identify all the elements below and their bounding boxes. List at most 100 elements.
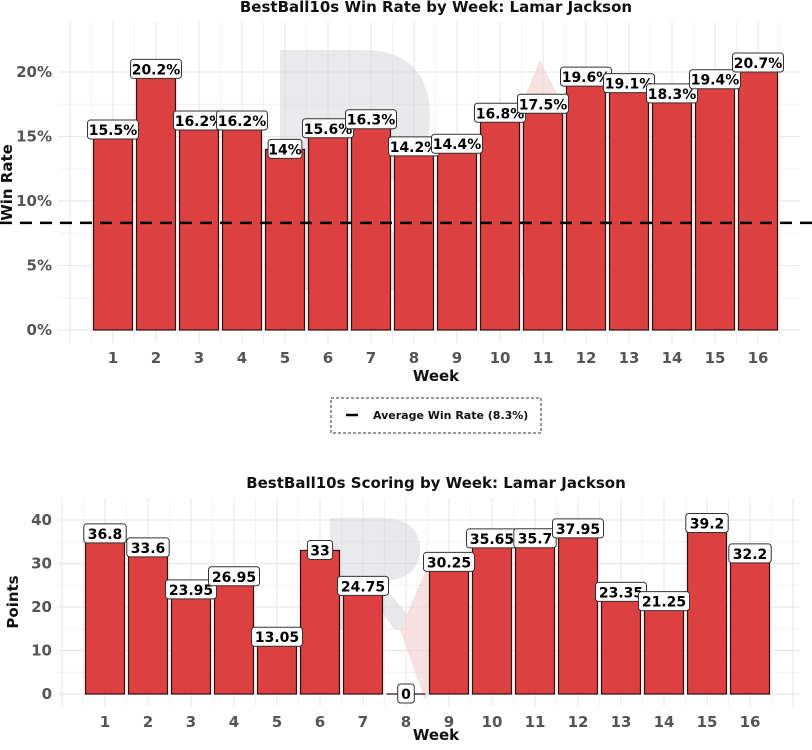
y-axis-title: Win Rate — [0, 144, 16, 221]
data-label-box — [397, 683, 415, 704]
x-tick-label: 9 — [452, 349, 462, 367]
y-tick-label: 20% — [16, 63, 52, 81]
data-label-text: 0 — [401, 687, 411, 703]
x-tick-label: 13 — [611, 713, 632, 731]
x-axis-title: Week — [413, 367, 460, 385]
data-label-week-15: 19.4% — [689, 69, 741, 90]
data-label-text: 32.2 — [733, 547, 768, 563]
x-tick-label: 12 — [568, 713, 589, 731]
data-label-box — [130, 58, 182, 79]
legend: Average Win Rate (8.3%) — [330, 397, 542, 434]
data-label-box — [83, 523, 127, 544]
y-axis-ticks: 0% 5% 10% 15% 20% — [16, 63, 52, 339]
data-label-week-4: 16.2% — [216, 110, 268, 131]
data-label-text: 21.25 — [642, 595, 686, 611]
x-tick-label: 6 — [323, 349, 333, 367]
legend-box — [330, 397, 542, 434]
bar-week-12 — [557, 528, 599, 695]
bar-week-16 — [737, 62, 779, 331]
x-tick-label: 7 — [366, 349, 376, 367]
data-label-box — [337, 575, 389, 596]
bar-week-2 — [127, 547, 169, 695]
data-label-text: 14.2% — [390, 140, 439, 156]
data-label-box — [431, 133, 483, 154]
bar-week-9 — [436, 143, 478, 331]
y-tick-label: 0 — [42, 685, 52, 703]
data-label-week-5: 14% — [267, 138, 303, 159]
data-label-week-7: 24.75 — [337, 575, 389, 596]
x-tick-label: 3 — [186, 713, 196, 731]
bar-week-8 — [393, 146, 435, 331]
y-tick-label: 40 — [31, 511, 52, 529]
data-label-box — [216, 110, 268, 131]
x-tick-label: 12 — [576, 349, 597, 367]
data-label-week-16: 32.2 — [728, 543, 772, 564]
bar-week-13 — [608, 83, 650, 331]
y-tick-label: 10 — [31, 642, 52, 660]
data-label-text: 19.1% — [605, 77, 654, 93]
y-axis-ticks: 0 10 20 30 40 — [31, 511, 52, 703]
bar-week-10 — [471, 538, 513, 695]
data-label-box — [603, 73, 655, 94]
x-tick-label: 4 — [229, 713, 239, 731]
chart-1: 15.5%20.2%16.2%16.2%14%15.6%16.3%14.2%14… — [0, 0, 812, 434]
bar-week-3 — [170, 589, 212, 695]
data-label-week-15: 39.2 — [685, 512, 729, 533]
data-label-box — [689, 69, 741, 90]
bar-week-10 — [479, 112, 521, 331]
data-label-box — [732, 52, 784, 73]
x-axis-ticks: 1 2 3 4 5 6 7 8 9 10 11 12 13 14 15 16 — [108, 349, 769, 367]
data-label-week-14: 18.3% — [646, 83, 698, 104]
data-label-text: 20.7% — [734, 56, 783, 72]
x-tick-label: 8 — [409, 349, 419, 367]
bar-week-5 — [264, 148, 306, 331]
x-tick-label: 2 — [151, 349, 161, 367]
x-tick-label: 9 — [444, 713, 454, 731]
x-tick-label: 7 — [358, 713, 368, 731]
data-label-text: 13.05 — [255, 630, 299, 646]
x-axis-ticks: 1 2 3 4 5 6 7 8 9 10 11 12 13 14 15 16 — [100, 713, 761, 731]
data-label-text: 16.3% — [347, 113, 396, 129]
data-label-text: 14% — [268, 142, 302, 158]
bar-week-15 — [694, 79, 736, 331]
x-tick-label: 10 — [482, 713, 503, 731]
data-label-text: 19.6% — [562, 70, 611, 86]
data-label-text: 16.2% — [175, 114, 224, 130]
data-label-text: 23.95 — [169, 583, 213, 599]
bar-week-11 — [514, 538, 556, 695]
x-tick-label: 2 — [143, 713, 153, 731]
x-tick-label: 5 — [272, 713, 282, 731]
data-label-text: 15.6% — [304, 122, 353, 138]
data-label-week-10: 16.8% — [474, 102, 526, 123]
data-label-box — [208, 566, 260, 587]
bar-week-14 — [651, 93, 693, 331]
data-label-week-10: 35.65 — [466, 528, 518, 549]
bar-week-7 — [342, 585, 384, 695]
bar-week-13 — [600, 591, 642, 695]
data-label-text: 19.4% — [691, 73, 740, 89]
data-label-text: 20.2% — [132, 62, 181, 78]
data-label-week-1: 36.8 — [83, 523, 127, 544]
x-tick-label: 14 — [662, 349, 683, 367]
bars — [84, 522, 771, 695]
x-tick-label: 5 — [280, 349, 290, 367]
bar-week-15 — [686, 522, 728, 695]
bar-week-6 — [307, 128, 349, 331]
x-tick-label: 14 — [654, 713, 675, 731]
x-tick-label: 16 — [748, 349, 769, 367]
data-label-week-8: 14.2% — [388, 136, 440, 157]
data-label-box — [685, 512, 729, 533]
bar-week-2 — [135, 68, 177, 331]
y-tick-label: 5% — [27, 257, 52, 275]
data-label-box — [552, 518, 604, 539]
data-label-text: 17.5% — [519, 97, 568, 113]
bar-week-11 — [522, 103, 564, 331]
data-label-week-13: 23.35 — [595, 581, 647, 602]
data-label-box — [267, 138, 303, 159]
bar-week-3 — [178, 120, 220, 331]
y-tick-label: 20 — [31, 598, 52, 616]
data-label-box — [517, 93, 569, 114]
